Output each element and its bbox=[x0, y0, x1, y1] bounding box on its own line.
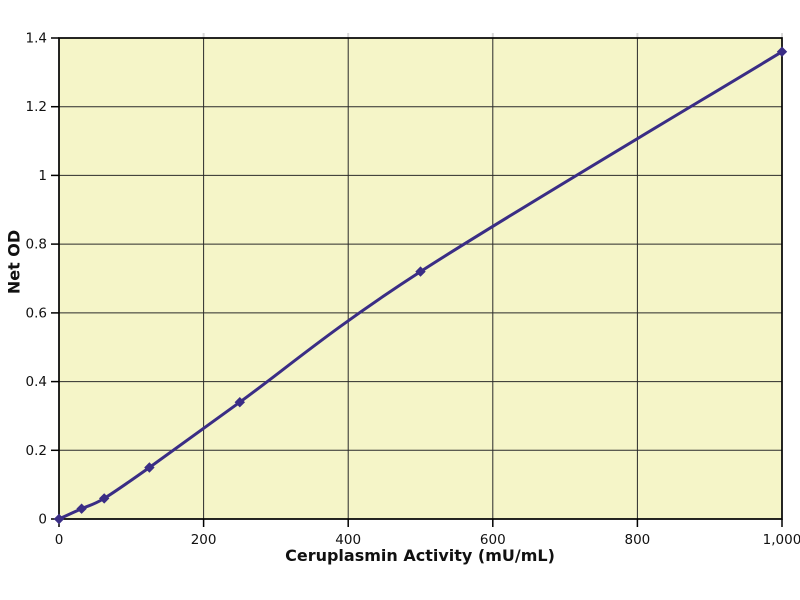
y-tick-label: 0.4 bbox=[26, 374, 47, 390]
plot-area bbox=[59, 38, 782, 519]
data-point-marker bbox=[76, 503, 87, 514]
y-tick-label: 0 bbox=[38, 512, 47, 528]
plot-border bbox=[58, 37, 783, 520]
x-tick-label: 200 bbox=[191, 532, 217, 548]
x-tick-label: 400 bbox=[335, 532, 361, 548]
data-point-marker bbox=[99, 493, 110, 504]
y-tick-label: 0.2 bbox=[26, 443, 47, 459]
x-axis-title: Ceruplasmin Activity (mU/mL) bbox=[285, 546, 555, 565]
series-line bbox=[57, 50, 784, 521]
data-point-marker bbox=[144, 462, 155, 473]
x-tick-label: 1,000 bbox=[763, 532, 800, 548]
y-tick-label: 0.8 bbox=[26, 237, 47, 253]
x-tick-label: 800 bbox=[625, 532, 651, 548]
y-tick-label: 1.4 bbox=[26, 31, 47, 47]
x-tick-label: 600 bbox=[480, 532, 506, 548]
y-axis-title: Net OD bbox=[4, 229, 24, 295]
y-tick-label: 1.2 bbox=[26, 99, 47, 115]
x-tick-label: 0 bbox=[55, 532, 64, 548]
y-tick-label: 1 bbox=[38, 168, 47, 184]
data-point-marker bbox=[776, 46, 788, 57]
data-point-marker bbox=[415, 266, 426, 277]
y-tick-label: 0.6 bbox=[26, 305, 47, 321]
data-point-marker bbox=[234, 397, 245, 408]
data-point-marker bbox=[53, 513, 65, 525]
